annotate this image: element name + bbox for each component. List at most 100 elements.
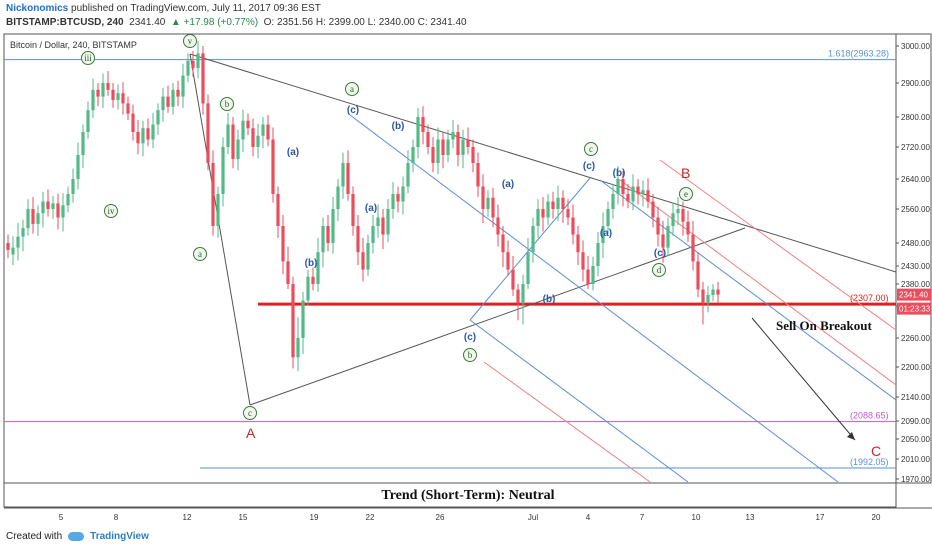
candle-body bbox=[651, 201, 655, 218]
candle-body bbox=[461, 139, 465, 155]
projection-arrowhead bbox=[847, 432, 855, 440]
channel-line-blue bbox=[349, 114, 839, 483]
x-tick-label: 8 bbox=[114, 513, 119, 522]
channel-line-red bbox=[619, 179, 897, 386]
candle-body bbox=[676, 209, 680, 214]
y-tick-label: 2260.00 bbox=[901, 334, 930, 343]
sell-annotation: Sell On Breakout bbox=[776, 318, 873, 333]
candle-body bbox=[271, 139, 275, 194]
y-axis-panel bbox=[895, 33, 932, 484]
candle-body bbox=[366, 243, 370, 270]
wave-circle bbox=[183, 34, 197, 48]
candle-body bbox=[491, 197, 495, 218]
candle-body bbox=[341, 163, 345, 187]
x-tick-label: 7 bbox=[640, 513, 645, 522]
trend-annotation: Trend (Short-Term): Neutral bbox=[381, 488, 554, 503]
candle-body bbox=[661, 234, 665, 248]
candle-body bbox=[606, 209, 610, 226]
candle-body bbox=[696, 261, 700, 290]
candle-body bbox=[286, 261, 290, 284]
candle-body bbox=[431, 147, 435, 163]
wave-label-circled: iii bbox=[84, 53, 92, 63]
candle-body bbox=[16, 236, 20, 248]
x-tick-label: 10 bbox=[692, 513, 701, 522]
countdown-tag-text: 01:23:33 bbox=[899, 305, 931, 314]
y-tick-label: 2010.00 bbox=[901, 455, 930, 464]
wave-circle bbox=[679, 187, 693, 201]
channel-line-blue bbox=[599, 179, 897, 401]
plot-frame bbox=[3, 33, 897, 484]
candle-body bbox=[141, 128, 145, 144]
candle-body bbox=[646, 190, 650, 202]
wave-label-circled: c bbox=[589, 144, 593, 154]
candle-body bbox=[81, 132, 85, 155]
candle-body bbox=[561, 197, 565, 209]
candle-body bbox=[281, 226, 285, 262]
wave-label-circled: v bbox=[188, 36, 193, 46]
candle-body bbox=[31, 209, 35, 224]
candle-body bbox=[311, 276, 315, 284]
ohlc-values: O: 2351.56 H: 2399.00 L: 2340.00 C: 2341… bbox=[263, 17, 467, 28]
candle-body bbox=[196, 53, 200, 69]
candle-body bbox=[216, 194, 220, 226]
author-name[interactable]: Nickonomics bbox=[6, 3, 69, 14]
candle-body bbox=[146, 128, 150, 140]
candle-body bbox=[6, 243, 10, 250]
candle-body bbox=[656, 217, 660, 235]
wave-circle bbox=[345, 82, 359, 96]
candle-body bbox=[426, 132, 430, 147]
candle-body bbox=[701, 289, 705, 304]
x-tick-label: 4 bbox=[586, 513, 591, 522]
wave-label-blue: (b) bbox=[392, 121, 405, 132]
candle-body bbox=[531, 226, 535, 253]
price-change: ▲ +17.98 (+0.77%) bbox=[170, 17, 259, 28]
candle-body bbox=[406, 163, 410, 187]
candle-body bbox=[296, 338, 300, 358]
candle-body bbox=[451, 132, 455, 140]
candle-body bbox=[456, 132, 460, 155]
candle-body bbox=[266, 124, 270, 140]
wave-label-blue: (c) bbox=[583, 161, 595, 172]
candle-body bbox=[546, 201, 550, 218]
candle-body bbox=[391, 194, 395, 209]
candle-body bbox=[21, 228, 25, 237]
wave-circle bbox=[584, 142, 598, 156]
x-tick-label: Jul bbox=[528, 513, 538, 522]
candle-body bbox=[306, 276, 310, 301]
wave-label-circled: a bbox=[350, 84, 354, 94]
candle-body bbox=[551, 201, 555, 209]
candle-body bbox=[396, 194, 400, 202]
y-tick-label: 1970.00 bbox=[901, 475, 930, 484]
candle-body bbox=[171, 89, 175, 107]
candle-body bbox=[641, 190, 645, 194]
x-tick-label: 13 bbox=[746, 513, 755, 522]
candle-body bbox=[221, 147, 225, 194]
candle-body bbox=[541, 209, 545, 218]
channel-line-red bbox=[483, 361, 651, 483]
candle-body bbox=[521, 284, 525, 304]
wave-label-blue: (c) bbox=[464, 332, 476, 343]
candle-body bbox=[256, 135, 260, 147]
tradingview-brand[interactable]: TradingView bbox=[90, 531, 149, 542]
candle-body bbox=[326, 226, 330, 243]
channel-line-blue bbox=[469, 177, 591, 321]
candle-body bbox=[211, 163, 215, 226]
y-tick-label: 2430.00 bbox=[901, 262, 930, 271]
y-tick-label: 2800.00 bbox=[901, 113, 930, 122]
candle-body bbox=[71, 179, 75, 194]
candle-body bbox=[111, 89, 115, 100]
candle-body bbox=[581, 252, 585, 270]
candle-body bbox=[361, 252, 365, 270]
wave-circle bbox=[463, 348, 477, 362]
candle-body bbox=[116, 93, 120, 100]
candle-body bbox=[346, 163, 350, 194]
candle-body bbox=[571, 217, 575, 235]
candle-body bbox=[106, 83, 110, 90]
wave-circle bbox=[104, 204, 118, 218]
wave-label-blue: (a) bbox=[600, 228, 612, 239]
candle-body bbox=[41, 201, 45, 214]
wave-label-circled: iv bbox=[107, 206, 115, 216]
wave-label-C: C bbox=[871, 443, 881, 459]
candle-body bbox=[161, 96, 165, 111]
